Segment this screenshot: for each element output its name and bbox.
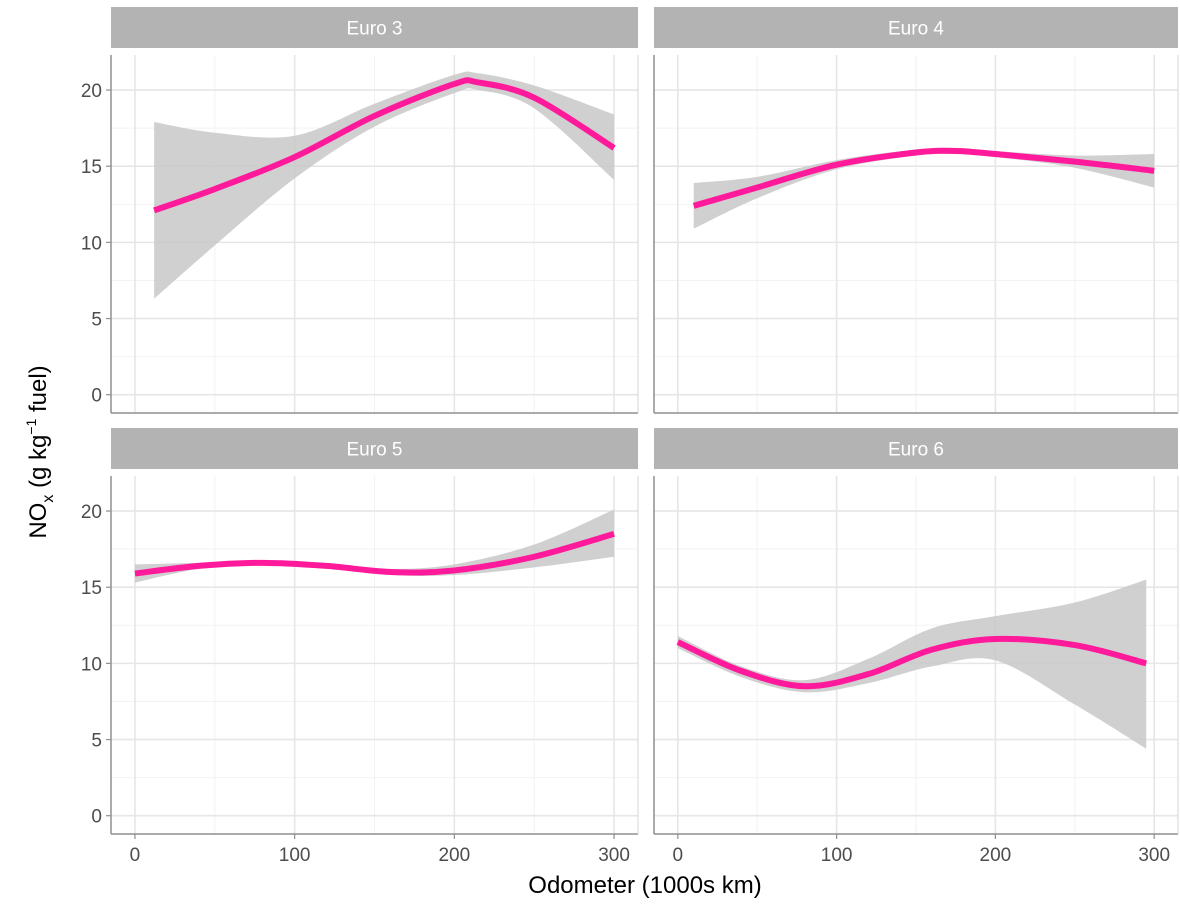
x-tick-label: 300 — [598, 845, 630, 866]
panel-euro-6: Euro 6 0 100 200 300 — [653, 428, 1179, 866]
x-axis-title: Odometer (1000s km) — [528, 872, 761, 899]
facet-strip — [654, 7, 1178, 48]
y-title-mid: (g kg — [25, 435, 52, 495]
series-line — [692, 147, 1155, 209]
confidence-ribbon — [154, 71, 615, 299]
series-line — [676, 635, 1147, 690]
facet-label: Euro 3 — [347, 19, 403, 40]
y-tick-label: 20 — [81, 502, 102, 523]
y-tick-label: 15 — [81, 157, 102, 178]
x-tick-label: 0 — [130, 845, 141, 866]
y-tick-label: 15 — [81, 578, 102, 599]
y-tick-label: 10 — [81, 233, 102, 254]
series-line — [153, 77, 616, 214]
y-title-end: fuel) — [25, 365, 52, 418]
y-tick-label: 0 — [91, 386, 102, 407]
facet-strip — [654, 428, 1178, 469]
x-tick-label: 0 — [673, 845, 684, 866]
confidence-ribbon — [693, 147, 1155, 229]
y-tick-label: 0 — [91, 807, 102, 828]
panel-euro-4: Euro 4 — [653, 7, 1179, 414]
facet-label: Euro 5 — [347, 440, 403, 461]
facet-strip — [111, 428, 638, 469]
x-tick-label: 200 — [980, 845, 1012, 866]
x-tick-label: 100 — [279, 845, 311, 866]
facet-label: Euro 4 — [888, 19, 944, 40]
series-line — [134, 531, 615, 577]
y-tick-label: 5 — [91, 310, 102, 331]
x-tick-label: 200 — [438, 845, 470, 866]
y-axis-title: NOx (g kg−1 fuel) — [23, 365, 57, 538]
y-tick-label: 10 — [81, 654, 102, 675]
x-tick-label: 100 — [821, 845, 853, 866]
y-title-sup: −1 — [23, 418, 39, 434]
confidence-ribbon — [677, 579, 1147, 749]
facet-label: Euro 6 — [888, 440, 944, 461]
y-tick-label: 20 — [81, 81, 102, 102]
x-tick-label: 300 — [1138, 845, 1170, 866]
panel-euro-3: Euro 3 0 5 10 15 20 — [81, 7, 639, 414]
y-tick-label: 5 — [91, 731, 102, 752]
facet-strip — [111, 7, 638, 48]
y-title-sub: x — [40, 495, 57, 503]
y-title-main: NO — [25, 503, 52, 539]
